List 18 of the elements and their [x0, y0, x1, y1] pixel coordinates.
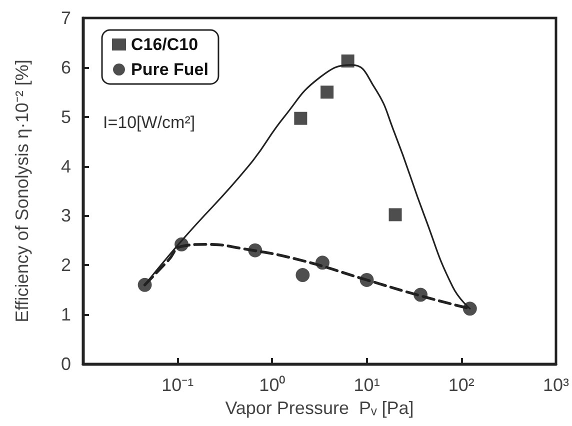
x-tick-label: 10⁰: [259, 375, 286, 395]
y-tick-label: 7: [60, 8, 71, 28]
y-tick-label: 5: [60, 106, 71, 127]
y-tick-label: 1: [60, 304, 71, 325]
y-tick-label: 0: [60, 354, 71, 374]
y-tick-label: 6: [60, 57, 71, 78]
x-tick-label: 10¹: [354, 375, 380, 395]
y-tick-label: 3: [60, 206, 71, 226]
y-tick-label: 2: [60, 255, 71, 276]
x-tick-label: 10³: [542, 375, 570, 395]
y-axis-title: Efficiency of Sonolysis η·10⁻² [%]: [12, 60, 32, 322]
legend-label: C16/C10: [131, 35, 198, 54]
legend-label: Pure Fuel: [131, 60, 208, 79]
x-tick-label: 10²: [448, 375, 474, 395]
x-axis-title: Vapor Pressure Pᵥ [Pa]: [225, 398, 414, 418]
x-tick-label: 10⁻¹: [162, 375, 194, 395]
annotation: I=10[W/cm²]: [103, 113, 196, 132]
y-tick-label: 4: [60, 156, 71, 176]
